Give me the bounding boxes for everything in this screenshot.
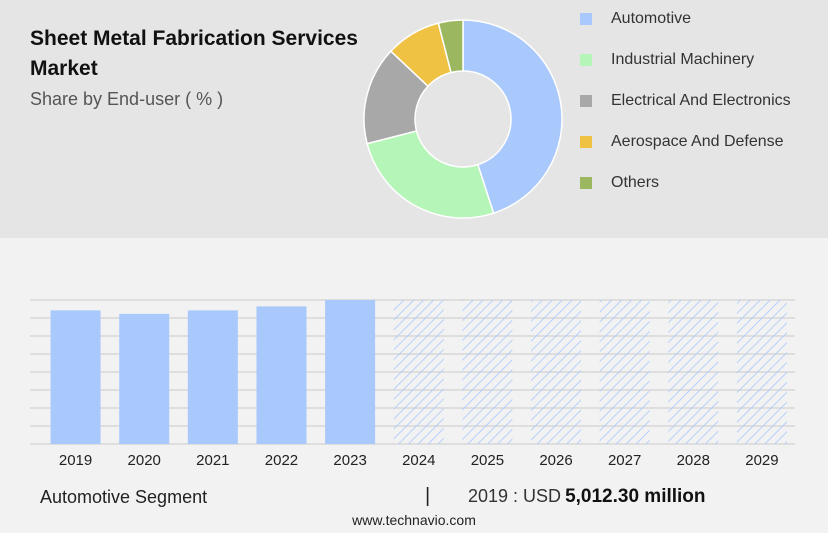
legend-item: Aerospace And Defense	[580, 131, 828, 153]
forecast-bar-2026	[531, 300, 582, 444]
legend-swatch	[580, 13, 592, 25]
x-tick-label: 2022	[265, 452, 298, 469]
bar-2019	[50, 310, 101, 444]
legend-label: Electrical And Electronics	[611, 92, 791, 109]
legend-label: Industrial Machinery	[611, 51, 755, 68]
footer-separator: |	[425, 485, 431, 507]
donut-chart	[363, 19, 563, 219]
legend-label: Automotive	[611, 10, 692, 27]
segment-label: Automotive Segment	[40, 487, 208, 507]
value-text: 5,012.30 million	[565, 486, 706, 507]
legend-item: Others	[580, 172, 828, 194]
legend-label: Others	[611, 174, 660, 191]
x-tick-label: 2026	[539, 452, 572, 469]
website-link[interactable]: www.technavio.com	[352, 512, 476, 528]
x-tick-label: 2028	[677, 452, 710, 469]
x-tick-label: 2021	[196, 452, 229, 469]
legend-label: Aerospace And Defense	[611, 133, 784, 150]
bar-2020	[119, 313, 170, 444]
chart-subtitle: Share by End-user ( % )	[30, 89, 224, 109]
chart-title: Sheet Metal Fabrication Services Market	[30, 27, 358, 80]
donut-slice-industrial-machinery	[366, 130, 495, 219]
forecast-bar-2027	[599, 300, 650, 444]
legend-item: Automotive	[580, 8, 828, 30]
segment-value: 2019 : USD 5,012.30 million	[468, 486, 706, 508]
x-tick-label: 2024	[402, 452, 435, 469]
forecast-bar-2025	[462, 300, 513, 444]
forecast-bar-2029	[736, 300, 787, 444]
x-tick-label: 2029	[745, 452, 778, 469]
legend-item: Electrical And Electronics	[580, 90, 828, 112]
donut-slice-automotive	[462, 19, 563, 215]
donut-slice-others	[437, 19, 464, 74]
bar-2021	[187, 310, 238, 444]
forecast-bar-2028	[668, 300, 719, 444]
bar-2023	[325, 300, 376, 444]
legend-swatch	[580, 95, 592, 107]
year-prefix: 2019 : USD	[468, 486, 562, 506]
x-tick-label: 2019	[59, 452, 92, 469]
bar-chart: 2019 2020 2021 2022 2023 2024 2025 2026 2027 2028…	[30, 299, 795, 469]
bar-2022	[256, 306, 307, 444]
legend-swatch	[580, 177, 592, 189]
x-tick-label: 2025	[471, 452, 504, 469]
legend-swatch	[580, 136, 592, 148]
legend-item: Industrial Machinery	[580, 49, 828, 71]
forecast-bar-2024	[393, 300, 444, 444]
legend-swatch	[580, 54, 592, 66]
x-tick-label: 2023	[333, 452, 366, 469]
x-tick-label: 2020	[128, 452, 161, 469]
x-tick-label: 2027	[608, 452, 641, 469]
